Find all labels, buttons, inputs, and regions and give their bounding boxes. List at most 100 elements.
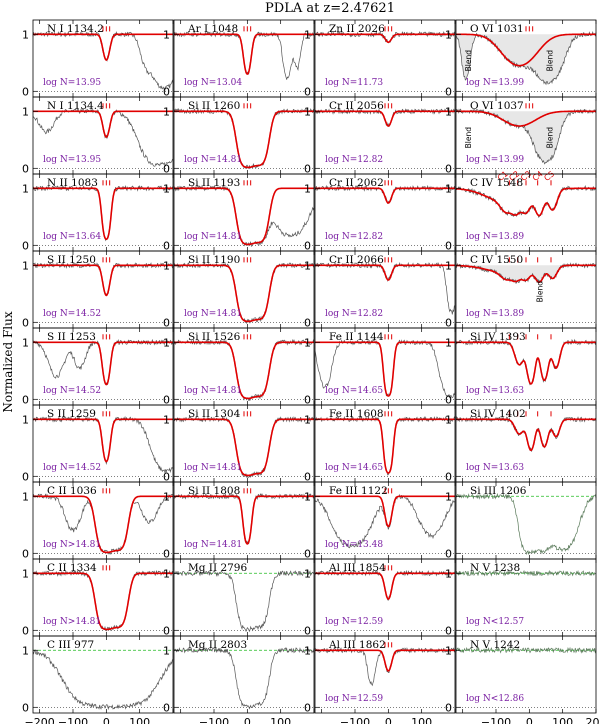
ion-label: Si II 1260 (188, 100, 240, 112)
ion-label: Si IV 1393 (470, 331, 526, 343)
ion-label: C II 1334 (47, 562, 97, 574)
ion-label: Zn II 2026 (329, 23, 385, 35)
column-density-label: log N=14.81 (184, 463, 242, 473)
fit-curve (315, 33, 455, 43)
y-tick-label: 0 (304, 239, 311, 252)
y-tick-label: 0 (445, 701, 452, 714)
y-tick-label: 0 (445, 316, 452, 329)
column-density-label: log N=13.95 (43, 78, 101, 88)
panel: 0 1 Al III 1854 log N=12.59 (304, 558, 456, 637)
y-tick-label: 0 (445, 393, 452, 406)
y-axis-label: Normalized Flux (1, 311, 15, 412)
panel: 0 1 Mg II 2796 (163, 558, 315, 637)
fit-curve (174, 33, 314, 75)
x-tick-label: 0 (385, 716, 392, 724)
y-tick-label: 0 (22, 470, 29, 483)
ion-label: S II 1253 (47, 331, 96, 343)
data-spectrum (32, 261, 174, 295)
x-tick-label: 100 (129, 716, 150, 724)
fit-curve (315, 110, 455, 127)
blend-label: Blend (464, 50, 473, 72)
y-tick-label: 1 (22, 644, 29, 657)
data-spectrum (455, 338, 597, 386)
y-tick-label: 0 (304, 624, 311, 637)
panel: 0 1 Zn II 2026 log N=11.73 (304, 19, 456, 98)
data-spectrum (32, 649, 174, 711)
y-tick-label: 1 (163, 567, 170, 580)
column-density-label: log N=13.89 (466, 309, 524, 319)
fit-curve (315, 649, 455, 672)
panel-frame (314, 635, 456, 714)
y-tick-label: 1 (445, 336, 452, 349)
y-tick-label: 0 (22, 393, 29, 406)
panel: Blend 0 1 C IV 1550 log N=13.89 (445, 250, 597, 329)
y-tick-label: 1 (304, 490, 311, 503)
x-tick-label: −100 (481, 716, 511, 724)
ion-label: Al III 1862 (328, 639, 386, 651)
y-tick-label: 0 (445, 547, 452, 560)
panel: Blend Blend 0 1 O VI 1031 log N=13.99 (445, 19, 597, 98)
ion-label: Ar I 1048 (187, 23, 238, 35)
fit-curve (455, 187, 596, 217)
column-density-label: log N=14.52 (43, 463, 101, 473)
y-tick-label: 1 (22, 490, 29, 503)
y-tick-label: 0 (22, 162, 29, 175)
y-tick-label: 0 (163, 547, 170, 560)
ion-label: O VI 1031 (470, 23, 524, 35)
y-tick-label: 0 (304, 393, 311, 406)
panel-frame (455, 635, 597, 714)
y-tick-label: 0 (304, 316, 311, 329)
column-density-label: log N=13.64 (43, 232, 101, 242)
y-tick-label: 1 (163, 644, 170, 657)
x-tick-label: 100 (552, 716, 573, 724)
y-tick-label: 1 (163, 259, 170, 272)
data-spectrum (314, 647, 456, 687)
fit-curve (315, 187, 455, 204)
y-tick-label: 0 (445, 624, 452, 637)
data-spectrum (32, 338, 174, 386)
y-tick-label: 1 (163, 490, 170, 503)
fit-curve (174, 495, 314, 545)
ion-label: S II 1250 (47, 254, 96, 266)
panel: 0 1 N I 1134.2 log N=13.95 (22, 19, 174, 98)
y-tick-label: 1 (304, 259, 311, 272)
fit-curve (315, 495, 455, 528)
blend-shade (456, 263, 596, 284)
panel: 0 1 Si II 1190 log N=14.81 (163, 250, 315, 329)
fit-curve (174, 110, 314, 169)
y-tick-label: 1 (445, 259, 452, 272)
ion-label: Mg II 2796 (188, 562, 247, 574)
column-density-label: log N=13.99 (466, 155, 524, 165)
ion-label: Fe II 1144 (329, 331, 384, 343)
y-tick-label: 1 (163, 336, 170, 349)
y-tick-label: 0 (22, 547, 29, 560)
ion-label: Si II 1304 (188, 408, 241, 420)
y-tick-label: 0 (445, 85, 452, 98)
panel: 0 1 Fe II 1144 log N=14.65 (304, 327, 456, 406)
y-tick-label: 0 (304, 162, 311, 175)
column-density-label: log N=13.89 (466, 232, 524, 242)
column-density-label: log N=12.82 (325, 155, 383, 165)
blend-label: Blend (464, 127, 473, 149)
y-tick-label: 0 (22, 85, 29, 98)
ion-label: Cr II 2066 (329, 254, 384, 266)
fit-curve (315, 341, 455, 397)
panel-grid: 0 1 N I 1134.2 log N=13.95 0 1 N I 1134.4 log N… (22, 19, 600, 724)
blend-label: Blend (536, 281, 545, 303)
y-tick-label: 1 (304, 28, 311, 41)
ion-label: Si II 1190 (188, 254, 240, 266)
data-spectrum (455, 646, 597, 654)
column-density-label: log N<12.86 (466, 694, 524, 704)
panel: 0 1 Si II 1260 log N=14.81 (163, 96, 315, 175)
panel: 0 1 C II 1334 log N>14.81 (22, 558, 174, 637)
ion-label: Si IV 1402 (470, 408, 526, 420)
fit-curve (33, 110, 173, 138)
fit-curve (315, 264, 455, 281)
panel: 0 1 Cr II 2062 log N=12.82 (304, 173, 456, 252)
x-tick-label: −100 (199, 716, 229, 724)
column-density-label: log N=12.82 (325, 232, 383, 242)
ion-label: C IV 1548 (470, 177, 523, 189)
ion-label: Si III 1206 (470, 485, 527, 497)
